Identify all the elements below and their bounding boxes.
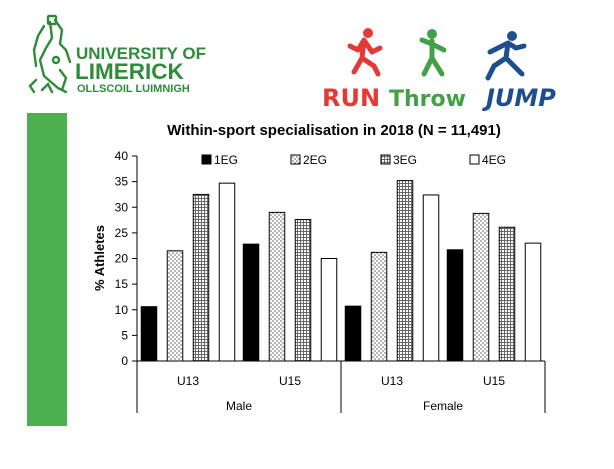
bar-chart: Within-sport specialisation in 2018 (N =… — [92, 122, 546, 413]
bar-1eg-male-u13 — [140, 306, 158, 362]
y-tick-label: 30 — [115, 200, 129, 214]
bar-3eg-female-u13 — [396, 180, 414, 362]
run-throw-jump-logo: RUN Throw JUMP — [322, 28, 556, 112]
running-figure-icon — [347, 28, 383, 77]
y-tick-label: 25 — [115, 226, 129, 240]
legend-label-3eg: 3EG — [393, 153, 417, 167]
university-line1: UNIVERSITY OF — [76, 44, 206, 63]
y-tick-label: 20 — [115, 252, 129, 266]
bar-2eg-female-u15 — [472, 212, 490, 362]
university-line3: OLLSCOIL LUIMNIGH — [77, 83, 190, 95]
logo-emblem-icon — [28, 14, 72, 94]
x-category-label: U15 — [483, 374, 505, 388]
bar-4eg-female-u13 — [422, 194, 440, 362]
bar-3eg-female-u15 — [498, 226, 516, 362]
legend-label-1eg: 1EG — [214, 153, 238, 167]
x-category-label: U13 — [177, 374, 199, 388]
bar-2eg-male-u13 — [166, 250, 184, 362]
brand-jump: JUMP — [482, 84, 556, 112]
chart-title: Within-sport specialisation in 2018 (N =… — [167, 122, 501, 139]
bar-4eg-male-u13 — [218, 182, 236, 362]
university-logo: UNIVERSITY OF LIMERICK OLLSCOIL LUIMNIGH — [28, 14, 206, 95]
university-line2: LIMERICK — [75, 59, 184, 84]
bar-1eg-male-u15 — [242, 243, 260, 362]
brand-run: RUN — [322, 84, 380, 112]
bar-4eg-male-u15 — [320, 258, 338, 362]
y-tick-label: 15 — [115, 277, 129, 291]
y-tick-label: 40 — [115, 149, 129, 163]
chart-plot: 0 5 10 15 20 25 30 35 40 U13 U15 Male U13 U15 Female 1E… — [115, 149, 546, 413]
y-axis-label: % Athletes — [92, 225, 107, 291]
legend-label-4eg: 4EG — [482, 153, 506, 167]
sidebar-accent — [27, 113, 67, 426]
x-group-label: Female — [423, 399, 463, 413]
throwing-figure-icon — [419, 29, 447, 77]
x-category-label: U13 — [381, 374, 403, 388]
legend-swatch-4eg — [469, 154, 480, 165]
legend-swatch-2eg — [290, 154, 301, 165]
y-tick-label: 10 — [115, 303, 129, 317]
legend-swatch-1eg — [201, 154, 212, 165]
y-tick-label: 0 — [121, 354, 128, 368]
brand-throw: Throw — [389, 87, 466, 112]
legend-swatch-3eg — [380, 154, 391, 165]
legend-label-2eg: 2EG — [303, 153, 327, 167]
bar-3eg-male-u13 — [192, 193, 210, 362]
bar-2eg-female-u13 — [370, 251, 388, 362]
x-group-label: Male — [226, 399, 252, 413]
jumping-figure-icon — [485, 31, 527, 81]
y-tick-label: 35 — [115, 175, 129, 189]
bar-1eg-female-u15 — [446, 249, 464, 362]
bar-2eg-male-u15 — [268, 211, 286, 362]
x-category-label: U15 — [279, 374, 301, 388]
bar-4eg-female-u15 — [524, 242, 542, 362]
bar-3eg-male-u15 — [294, 219, 312, 362]
y-tick-label: 5 — [121, 328, 128, 342]
bar-1eg-female-u13 — [344, 305, 362, 362]
